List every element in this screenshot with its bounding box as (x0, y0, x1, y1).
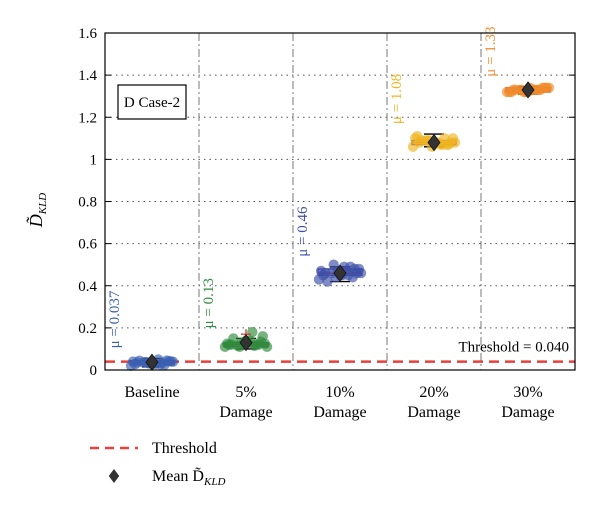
data-point (543, 82, 555, 93)
mean-value-label: μ = 1.33 (483, 26, 499, 76)
mean-marker (333, 264, 347, 282)
x-category-label: 5% (235, 384, 256, 401)
x-category-label: 30% (513, 384, 542, 401)
box-group: μ = 1.08 (389, 74, 461, 152)
legend: Threshold Mean D̃KLD (90, 440, 225, 488)
data-point (439, 133, 450, 144)
legend-label-main: Threshold (152, 440, 217, 457)
data-point (510, 84, 521, 96)
y-tick-label: 0.4 (78, 279, 97, 295)
y-tick-label: 0.8 (78, 195, 97, 211)
y-tick-label: 0 (90, 363, 98, 379)
legend-label: Mean D̃KLD (152, 467, 225, 488)
data-point (449, 137, 461, 148)
x-category-label-line2: Damage (407, 404, 460, 421)
x-category-label: 20% (419, 384, 448, 401)
legend-label-main: Mean D̃ (152, 467, 204, 485)
plot-frame (104, 32, 576, 371)
x-axis-categories: Baseline 5% Damage 10% Damage 20% Damage 30% Dam… (124, 384, 554, 421)
y-tick-label: 1.4 (78, 68, 97, 84)
box-group: μ = 0.46 (295, 206, 367, 287)
legend-label-subscript: KLD (203, 476, 225, 488)
mean-marker (427, 133, 441, 152)
annotation-box: D Case-2 (117, 84, 187, 120)
box-group: μ = 1.33 (483, 26, 555, 99)
y-tick-label: 0.2 (78, 321, 97, 337)
y-tick-label: 1.2 (78, 110, 97, 126)
y-axis-label: D̃KLD (26, 193, 49, 228)
data-point (320, 267, 331, 279)
x-category-label-line2: Damage (219, 404, 272, 421)
y-axis-label-main: D̃ (26, 214, 46, 228)
mean-value-label: μ = 0.46 (295, 206, 311, 257)
mean-value-label: μ = 0.13 (201, 278, 217, 328)
data-point (228, 333, 239, 344)
x-category-label-line2: Damage (501, 404, 554, 421)
data-point (261, 341, 273, 353)
mean-marker (521, 81, 535, 99)
data-point (355, 267, 367, 279)
y-axis-ticks: 0 0.2 0.4 0.6 0.8 1 1.2 1.4 1.6 (78, 26, 575, 379)
mean-value-label: μ = 0.037 (107, 290, 123, 348)
data-point (345, 261, 356, 272)
data-point (134, 355, 145, 366)
x-category-label-line2: Damage (313, 404, 366, 421)
box-group: μ = 0.037 (107, 290, 179, 371)
y-axis-label-text: D̃KLD (26, 193, 49, 228)
data-point (157, 357, 168, 369)
y-tick-label: 1 (90, 152, 98, 168)
y-axis-label-subscript: KLD (37, 193, 49, 215)
grid-layer (105, 74, 575, 329)
legend-mean-swatch (108, 469, 120, 483)
threshold-label: Threshold = 0.040 (458, 340, 569, 356)
data-point (167, 356, 179, 367)
data-point (322, 276, 333, 287)
box-groups: μ = 0.037 μ = 0.13 μ = 0.46 μ = 1.08 μ = 1.3… (107, 26, 555, 371)
annotation-box-frame (117, 84, 187, 120)
data-point (251, 339, 262, 350)
mean-marker (239, 333, 253, 352)
x-category-label: Baseline (124, 384, 179, 401)
data-point (533, 84, 544, 96)
category-separators (198, 33, 482, 370)
x-category-label: 10% (325, 384, 354, 401)
annotation-box-label: D Case-2 (124, 95, 180, 111)
mean-value-label: μ = 1.08 (389, 74, 405, 124)
legend-label: Threshold (152, 440, 217, 457)
data-point (416, 135, 427, 146)
y-tick-label: 1.6 (78, 26, 97, 42)
data-point (247, 326, 258, 338)
y-tick-label: 0.6 (78, 237, 97, 253)
box-group: μ = 0.13 (201, 278, 273, 353)
